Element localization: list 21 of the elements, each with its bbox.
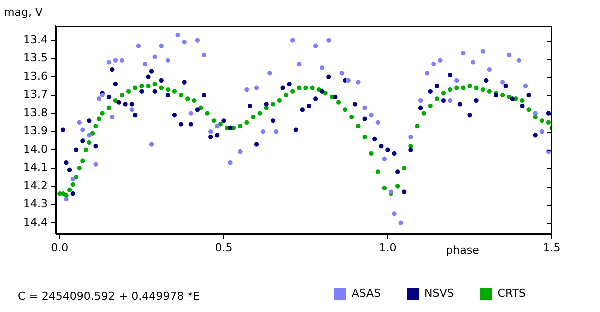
y-tick-label: 13.8	[24, 106, 48, 120]
x-axis-title: phase	[446, 244, 480, 257]
legend-label: ASAS	[352, 286, 382, 300]
x-tick-label: 0.5	[215, 241, 233, 254]
x-tick-label: 1.0	[379, 241, 397, 254]
text: C = 2454090.592 + 0.449978 *E	[18, 290, 200, 303]
y-tick-label: 14.2	[24, 179, 48, 192]
y-tick-label: 14.4	[24, 216, 48, 229]
y-tick-label: 14.1	[24, 161, 48, 174]
legend-label: NSVS	[424, 286, 454, 300]
x-tick-label: 0.0	[51, 241, 69, 254]
y-tick-label: 13.4	[24, 33, 48, 46]
x-tick-label: 1.5	[543, 241, 561, 254]
y-tick-label: 13.9	[24, 124, 48, 138]
y-tick-label: 13.6	[24, 70, 48, 83]
y-tick-label: 14.3	[24, 198, 48, 211]
y-tick-label: 13.5	[24, 52, 48, 65]
y-tick-label: 14.0	[24, 142, 48, 156]
legend-label: CRTS	[498, 286, 526, 300]
y-axis-title: mag, V	[4, 6, 44, 19]
y-tick-label: 13.7	[24, 88, 48, 102]
